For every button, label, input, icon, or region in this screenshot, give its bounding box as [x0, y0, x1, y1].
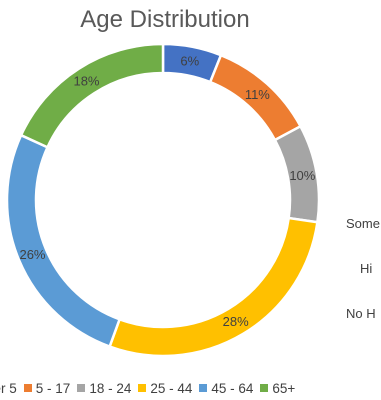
- data-label-65+: 18%: [73, 73, 99, 88]
- legend-label: 5 - 17: [35, 380, 71, 396]
- legend-item-65+: 65+: [260, 381, 295, 396]
- side-label-no-h: No H: [346, 306, 376, 321]
- side-label-some: Some: [346, 216, 380, 231]
- side-label-hi: Hi: [360, 261, 373, 276]
- legend-label: der 5: [0, 380, 17, 396]
- legend-swatch: [260, 384, 269, 392]
- legend-label: 45 - 64: [211, 380, 254, 396]
- data-label-45-64: 26%: [19, 247, 45, 262]
- legend-label: 18 - 24: [89, 380, 132, 396]
- legend-swatch: [23, 384, 32, 392]
- legend-label: 65+: [272, 380, 296, 396]
- data-label-5-17: 11%: [245, 87, 270, 102]
- chart-title: Age Distribution: [80, 6, 250, 33]
- donut-slice-65+: [19, 42, 165, 149]
- chart-legend: der 5 5 - 17 18 - 24 25 - 44 45 - 64 65+: [0, 378, 302, 398]
- legend-item-25-44: 25 - 44: [138, 381, 192, 396]
- legend-item-45-64: 45 - 64: [199, 381, 253, 396]
- legend-swatch: [138, 384, 147, 392]
- donut-slice-45-64: [5, 133, 122, 349]
- legend-item-5-17: 5 - 17: [23, 380, 71, 396]
- legend-swatch: [77, 384, 86, 392]
- legend-label: 25 - 44: [150, 380, 193, 396]
- data-label-under5: 6%: [180, 54, 199, 69]
- donut-slice-25-44: [108, 216, 319, 358]
- legend-item-under5: der 5: [0, 381, 17, 396]
- legend-swatch: [199, 384, 208, 392]
- data-label-25-44: 28%: [223, 314, 249, 329]
- data-label-18-24: 10%: [289, 168, 315, 183]
- legend-item-18-24: 18 - 24: [77, 381, 131, 396]
